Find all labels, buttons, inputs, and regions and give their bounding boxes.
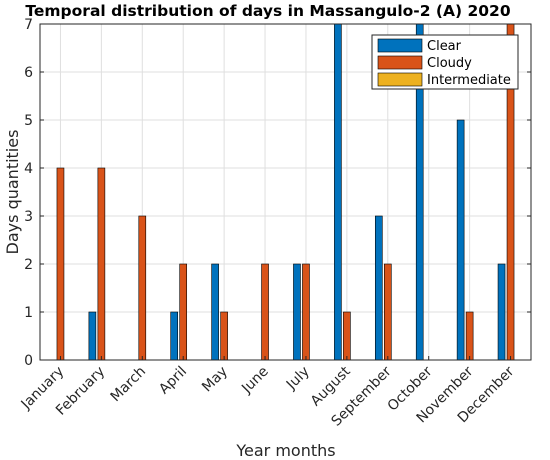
bar-cloudy-november: [465, 311, 474, 361]
y-tick-label: 0: [24, 353, 33, 369]
axes: [39, 23, 532, 361]
y-tick-label: 3: [24, 209, 33, 225]
bar-clear-april: [170, 311, 179, 361]
y-tick-label: 4: [24, 161, 33, 177]
bar-clear-november: [456, 119, 465, 361]
y-tick-label: 2: [24, 257, 33, 273]
bar-cloudy-january: [56, 167, 65, 361]
legend-swatch-clear: [377, 38, 423, 53]
bar-clear-september: [374, 215, 383, 361]
bar-cloudy-march: [138, 215, 147, 361]
y-tick-label: 1: [24, 305, 33, 321]
y-tick-label: 5: [24, 113, 33, 129]
legend-label-intermediate: Intermediate: [427, 73, 511, 88]
y-tick-label: 6: [24, 65, 33, 81]
y-axis-label: Days quantities: [3, 130, 22, 255]
bar-clear-february: [88, 311, 97, 361]
bar-cloudy-august: [343, 311, 351, 361]
legend-label-cloudy: Cloudy: [427, 56, 472, 71]
axes-box: [39, 23, 532, 361]
bar-cloudy-july: [302, 263, 310, 361]
bar-cloudy-may: [220, 311, 228, 361]
bar-clear-august: [334, 23, 342, 361]
y-tick-label: 7: [24, 17, 33, 33]
legend-label-clear: Clear: [427, 39, 462, 54]
legend-swatch-intermediate: [377, 72, 423, 87]
chart-title: Temporal distribution of days in Massang…: [25, 2, 510, 20]
bar-clear-may: [211, 263, 219, 361]
bar-cloudy-april: [179, 263, 188, 361]
bar-clear-december: [497, 263, 506, 361]
bar-clear-july: [293, 263, 301, 361]
bar-cloudy-february: [97, 167, 106, 361]
bars: [56, 23, 515, 361]
legend-swatch-cloudy: [377, 55, 423, 70]
bar-cloudy-june: [261, 263, 269, 361]
x-axis-label: Year months: [235, 441, 335, 460]
legend: Clear Cloudy Intermediate: [371, 34, 519, 90]
bar-cloudy-september: [383, 263, 392, 361]
